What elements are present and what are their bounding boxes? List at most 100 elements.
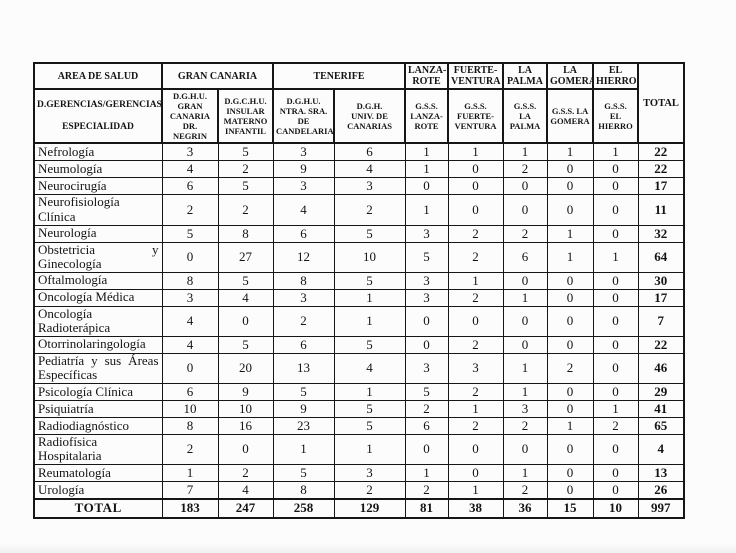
el-hierro-header: EL HIERRO	[592, 61, 640, 91]
value-cell: 9	[217, 382, 274, 401]
specialty-label: Neurocirugía	[33, 177, 163, 196]
hospital-header-materno-infantil: D.G.C.H.U. INSULAR MATERNO INFANTIL	[216, 88, 275, 145]
value-cell: 5	[217, 177, 274, 196]
table-row: Neurofisiología Clínica 2 2 4 2 1 0 0 0 0 11	[33, 194, 685, 226]
table-header: AREA DE SALUD GRAN CANARIA TENERIFE LANZ…	[33, 61, 686, 145]
value-cell: 0	[447, 433, 504, 465]
value-cell: 3	[404, 224, 449, 243]
value-cell: 1	[546, 416, 594, 435]
specialty-label: Radiodiagnóstico	[33, 416, 163, 435]
value-cell: 0	[546, 463, 594, 482]
value-cell: 1	[333, 288, 406, 307]
specialty-label: Psiquiatría	[33, 399, 163, 418]
value-cell: 1	[502, 288, 548, 307]
value-cell: 5	[217, 335, 274, 354]
la-gomera-header: LA GOMERA	[546, 61, 595, 91]
row-total-cell: 29	[637, 382, 685, 401]
specialty-label: Otorrinolaringología	[33, 335, 163, 354]
row-total-cell: 64	[637, 241, 685, 273]
table-row: Oncología Médica 3 4 3 1 3 2 1 0 0 17	[33, 288, 685, 307]
row-total-cell: 32	[637, 224, 685, 243]
row-total-cell: 22	[637, 160, 685, 179]
table-row: Reumatología 1 2 5 3 1 0 1 0 0 13	[33, 463, 685, 482]
row-total-cell: 22	[637, 142, 685, 162]
value-cell: 4	[272, 194, 335, 226]
value-cell: 1	[592, 142, 639, 162]
value-cell: 1	[333, 305, 406, 337]
column-total-cell: 36	[502, 497, 548, 519]
specialty-label: Reumatología	[33, 463, 163, 482]
table-row: Otorrinolaringología 4 5 6 5 0 2 0 0 0 22	[33, 335, 685, 354]
value-cell: 3	[447, 352, 504, 384]
value-cell: 0	[592, 463, 639, 482]
table-row: Neurocirugía 6 5 3 3 0 0 0 0 0 17	[33, 177, 685, 196]
value-cell: 0	[546, 480, 594, 500]
value-cell: 5	[161, 224, 219, 243]
value-cell: 10	[161, 399, 219, 418]
value-cell: 2	[333, 194, 406, 226]
value-cell: 0	[592, 352, 639, 384]
value-cell: 2	[217, 160, 274, 179]
value-cell: 3	[272, 177, 335, 196]
value-cell: 4	[161, 160, 219, 179]
fuerteventura-header: FUERTE- VENTURA	[447, 61, 505, 91]
value-cell: 0	[502, 305, 548, 337]
tenerife-header: TENERIFE	[272, 61, 407, 91]
hospital-header-candelaria: D.G.H.U. NTRA. SRA. DE CANDELARIA	[272, 88, 336, 145]
value-cell: 20	[217, 352, 274, 384]
value-cell: 12	[272, 241, 335, 273]
row-total-cell: 17	[637, 288, 685, 307]
value-cell: 0	[502, 177, 548, 196]
value-cell: 3	[272, 288, 335, 307]
value-cell: 3	[404, 288, 449, 307]
gran-canaria-header: GRAN CANARIA	[160, 61, 275, 91]
specialty-label: Oncología Médica	[33, 288, 163, 307]
specialty-label: Nefrología	[33, 142, 163, 162]
value-cell: 2	[447, 335, 504, 354]
table-row: Radiofísica Hospitalaria 2 0 1 1 0 0 0 0 0 4	[33, 433, 685, 465]
value-cell: 0	[592, 160, 639, 179]
value-cell: 2	[447, 382, 504, 401]
value-cell: 1	[161, 463, 219, 482]
value-cell: 0	[546, 382, 594, 401]
la-palma-header: LA PALMA	[502, 61, 549, 91]
specialty-label: Oftalmología	[33, 271, 163, 290]
value-cell: 5	[404, 382, 449, 401]
value-cell: 1	[502, 463, 548, 482]
value-cell: 0	[161, 241, 219, 273]
value-cell: 0	[161, 352, 219, 384]
value-cell: 0	[502, 271, 548, 290]
value-cell: 5	[217, 142, 274, 162]
value-cell: 2	[502, 480, 548, 500]
value-cell: 6	[272, 335, 335, 354]
value-cell: 6	[502, 241, 548, 273]
table-row: Radiodiagnóstico 8 16 23 5 6 2 2 1 2 65	[33, 416, 685, 435]
value-cell: 4	[161, 305, 219, 337]
value-cell: 1	[502, 382, 548, 401]
value-cell: 0	[592, 177, 639, 196]
specialty-label: Obstetricia y Ginecología	[33, 241, 163, 273]
value-cell: 0	[546, 177, 594, 196]
value-cell: 23	[272, 416, 335, 435]
value-cell: 0	[502, 433, 548, 465]
value-cell: 2	[217, 463, 274, 482]
value-cell: 0	[404, 177, 449, 196]
value-cell: 0	[546, 335, 594, 354]
value-cell: 5	[217, 271, 274, 290]
value-cell: 9	[272, 399, 335, 418]
value-cell: 1	[447, 480, 504, 500]
value-cell: 0	[592, 194, 639, 226]
value-cell: 2	[592, 416, 639, 435]
table-row: Neurología 5 8 6 5 3 2 2 1 0 32	[33, 224, 685, 243]
row-total-cell: 7	[637, 305, 685, 337]
value-cell: 1	[502, 352, 548, 384]
hospital-header-gss-la-gomera: G.S.S. LA GOMERA	[546, 88, 595, 145]
value-cell: 16	[217, 416, 274, 435]
header-row-islands: AREA DE SALUD GRAN CANARIA TENERIFE LANZ…	[33, 61, 686, 145]
value-cell: 0	[592, 305, 639, 337]
value-cell: 2	[502, 416, 548, 435]
specialty-label: Radiofísica Hospitalaria	[33, 433, 163, 465]
column-total-cell: 81	[404, 497, 449, 519]
row-total-cell: 11	[637, 194, 685, 226]
table-row: Psiquiatría 10 10 9 5 2 1 3 0 1 41	[33, 399, 685, 418]
